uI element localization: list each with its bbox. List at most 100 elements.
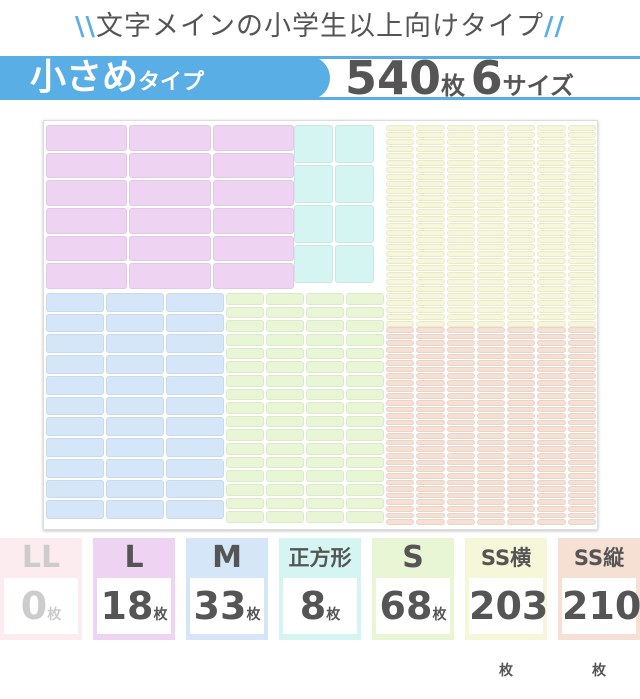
sticker bbox=[306, 333, 344, 346]
sticker bbox=[507, 519, 536, 525]
sticker bbox=[537, 380, 566, 386]
size-count-box: 0枚 bbox=[4, 578, 78, 634]
size-unit: 枚 bbox=[499, 663, 513, 679]
sticker bbox=[386, 406, 415, 413]
sticker bbox=[537, 366, 566, 373]
sticker bbox=[416, 230, 445, 236]
size-count-box: 18枚 bbox=[97, 578, 171, 634]
sticker bbox=[416, 195, 445, 201]
sticker bbox=[46, 438, 104, 457]
sticker bbox=[507, 265, 536, 271]
sticker bbox=[416, 223, 445, 229]
sticker bbox=[476, 132, 506, 138]
sticker bbox=[476, 373, 506, 380]
sticker bbox=[476, 216, 506, 222]
sticker bbox=[537, 519, 566, 525]
size-count: 18 bbox=[100, 584, 154, 628]
size-count: 68 bbox=[379, 584, 433, 628]
sticker bbox=[537, 479, 566, 486]
sticker bbox=[129, 207, 211, 234]
sticker bbox=[567, 486, 596, 492]
sticker-group bbox=[46, 293, 224, 519]
sticker bbox=[507, 512, 536, 519]
sticker bbox=[567, 353, 596, 360]
sticker bbox=[446, 393, 475, 399]
sticker bbox=[446, 132, 475, 138]
sticker bbox=[446, 279, 475, 285]
sticker bbox=[537, 307, 566, 313]
sticker bbox=[416, 160, 445, 166]
sticker bbox=[567, 160, 596, 166]
sticker bbox=[46, 207, 128, 234]
type-small: タイプ bbox=[138, 70, 205, 95]
sticker bbox=[386, 446, 415, 453]
size-count-box: 210 枚 bbox=[562, 578, 640, 679]
sticker bbox=[507, 499, 536, 506]
sticker bbox=[476, 506, 506, 512]
sticker bbox=[416, 406, 445, 413]
sticker bbox=[567, 293, 596, 299]
sticker bbox=[567, 188, 596, 194]
sticker bbox=[46, 479, 104, 499]
sticker bbox=[416, 244, 445, 250]
sticker bbox=[507, 223, 536, 229]
sticker bbox=[346, 361, 384, 373]
sticker bbox=[306, 511, 344, 523]
sticker bbox=[266, 470, 304, 483]
sticker bbox=[446, 486, 475, 492]
sticker-group bbox=[294, 125, 374, 283]
sticker bbox=[567, 433, 596, 439]
sticker bbox=[507, 413, 536, 419]
sticker bbox=[446, 433, 475, 439]
sticker bbox=[476, 300, 506, 306]
sticker bbox=[476, 181, 506, 187]
sticker bbox=[567, 386, 596, 393]
sticker bbox=[386, 433, 415, 439]
sticker bbox=[416, 439, 445, 446]
sticker bbox=[567, 223, 596, 229]
size-card-5: SS横 203 枚 bbox=[465, 538, 548, 679]
sticker bbox=[416, 132, 445, 138]
size-count: 210 bbox=[562, 584, 640, 628]
sticker bbox=[476, 512, 506, 519]
sticker bbox=[507, 386, 536, 393]
sticker bbox=[476, 380, 506, 386]
size-name: S bbox=[402, 540, 424, 575]
sticker bbox=[266, 497, 304, 510]
sticker bbox=[476, 353, 506, 360]
sticker bbox=[507, 300, 536, 306]
sticker bbox=[446, 160, 475, 166]
sticker bbox=[416, 380, 445, 386]
sticker bbox=[386, 237, 415, 243]
sticker bbox=[166, 313, 224, 333]
sticker bbox=[386, 340, 415, 346]
sticker bbox=[476, 286, 506, 292]
subtitle-text: 文字メインの小学生以上向けタイプ bbox=[96, 11, 544, 42]
sticker bbox=[446, 466, 475, 472]
sticker bbox=[335, 125, 374, 163]
sticker bbox=[537, 286, 566, 292]
sticker bbox=[386, 251, 415, 257]
sticker bbox=[416, 272, 445, 278]
size-card-2: M 33枚 bbox=[186, 538, 268, 640]
sticker bbox=[266, 361, 304, 373]
sticker bbox=[386, 386, 415, 393]
sticker bbox=[346, 402, 384, 414]
sticker bbox=[226, 388, 264, 401]
size-unit: 枚 bbox=[326, 607, 341, 623]
size-card-0: LL 0枚 bbox=[0, 538, 82, 640]
sticker bbox=[446, 419, 475, 426]
sticker bbox=[416, 353, 445, 360]
sticker bbox=[226, 402, 264, 414]
sticker bbox=[416, 181, 445, 187]
sticker bbox=[476, 479, 506, 486]
sticker bbox=[166, 293, 224, 312]
sticker bbox=[537, 492, 566, 499]
sticker bbox=[386, 181, 415, 187]
sticker bbox=[567, 216, 596, 222]
sticker bbox=[446, 512, 475, 519]
sticker bbox=[346, 497, 384, 510]
sticker bbox=[507, 160, 536, 166]
sticker bbox=[507, 293, 536, 299]
size-count-box: 203 枚 bbox=[469, 578, 548, 679]
